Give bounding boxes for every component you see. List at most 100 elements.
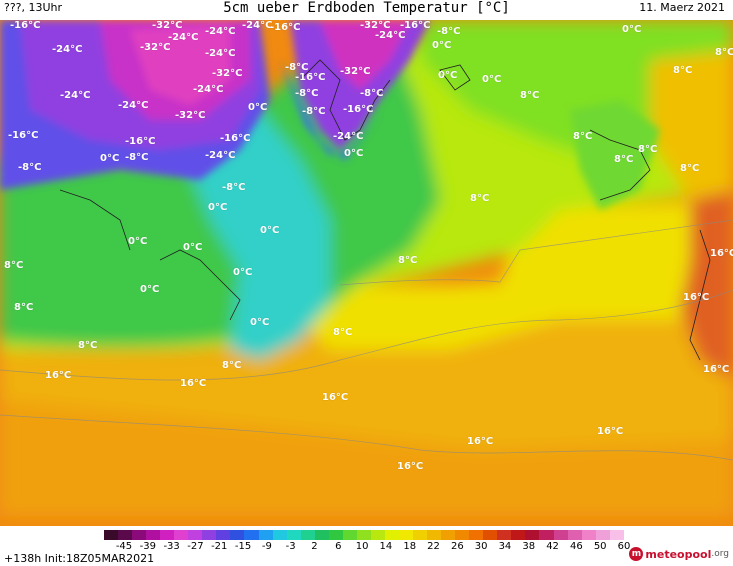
- isotherm-label: 8°C: [222, 360, 242, 371]
- legend-tick: 46: [570, 541, 583, 552]
- legend-swatch: [118, 530, 133, 540]
- isotherm-label: -8°C: [295, 88, 319, 99]
- legend-tick: 60: [617, 541, 631, 552]
- legend-swatch: [230, 530, 245, 540]
- isotherm-label: -16°C: [125, 136, 156, 147]
- isotherm-label: -8°C: [302, 106, 326, 117]
- legend-tick: 18: [403, 541, 417, 552]
- logo-icon: m: [629, 547, 644, 561]
- isotherm-label: 0°C: [140, 284, 160, 295]
- isotherm-label: 16°C: [397, 461, 424, 472]
- isotherm-label: 8°C: [680, 163, 700, 174]
- legend-swatch: [413, 530, 428, 540]
- isotherm-label: -8°C: [222, 182, 246, 193]
- isotherm-label: 0°C: [208, 202, 228, 213]
- isotherm-label: 0°C: [128, 236, 148, 247]
- legend-swatch: [609, 530, 624, 540]
- isotherm-label: -16°C: [343, 104, 374, 115]
- isotherm-label: -32°C: [360, 20, 391, 31]
- isotherm-label: 8°C: [398, 255, 418, 266]
- legend-swatch: [384, 530, 399, 540]
- legend-tick: -9: [261, 541, 272, 552]
- meteopool-logo[interactable]: m meteopool .org: [629, 544, 729, 564]
- isotherm-label: 8°C: [14, 302, 34, 313]
- legend-tick: 2: [311, 541, 318, 552]
- isotherm-label: 16°C: [322, 392, 349, 403]
- isotherm-label: 0°C: [432, 40, 452, 51]
- isotherm-label: 8°C: [78, 340, 98, 351]
- legend-swatch: [525, 530, 540, 540]
- isotherm-label: -24°C: [52, 44, 83, 55]
- isotherm-label: -24°C: [205, 150, 236, 161]
- color-legend-ticks: -45 -39 -33 -27 -21 -15 -9 -3 2 6 10 14 18 22 26 30 34 38…: [104, 541, 644, 553]
- legend-swatch: [160, 530, 175, 540]
- legend-tick: 26: [450, 541, 464, 552]
- isotherm-label: 16°C: [467, 436, 494, 447]
- legend-swatch: [132, 530, 147, 540]
- legend-swatch: [469, 530, 484, 540]
- isotherm-label: 0°C: [438, 70, 458, 81]
- legend-tick: 42: [546, 541, 559, 552]
- legend-swatch: [272, 530, 287, 540]
- isotherm-label: 8°C: [333, 327, 353, 338]
- isotherm-label: 8°C: [673, 65, 693, 76]
- isotherms: [0, 219, 733, 461]
- isotherm-label: -32°C: [152, 20, 183, 31]
- legend-tick: -15: [234, 541, 252, 552]
- isotherm-label: -8°C: [437, 26, 461, 37]
- isotherm-label: -32°C: [175, 110, 206, 121]
- forecast-date: 11. Maerz 2021: [639, 1, 725, 14]
- run-info: +138h Init:18Z05MAR2021: [4, 552, 155, 565]
- isotherm-label: 0°C: [482, 74, 502, 85]
- isotherm-label: 0°C: [183, 242, 203, 253]
- legend-swatch: [286, 530, 301, 540]
- legend-swatch: [314, 530, 329, 540]
- isotherm-label: -24°C: [168, 32, 199, 43]
- isotherm-label: 0°C: [248, 102, 268, 113]
- isotherm-label: -32°C: [212, 68, 243, 79]
- legend-swatch: [328, 530, 343, 540]
- isotherm-label: -8°C: [360, 88, 384, 99]
- legend-swatch: [188, 530, 203, 540]
- legend-swatch: [455, 530, 470, 540]
- color-legend-bar: [104, 530, 624, 540]
- isotherm-label: -24°C: [375, 30, 406, 41]
- legend-tick: 50: [593, 541, 607, 552]
- footer: -45 -39 -33 -27 -21 -15 -9 -3 2 6 10 14 18 22 26 30 34 38…: [0, 526, 733, 566]
- legend-tick: 6: [335, 541, 342, 552]
- isotherm-label: 8°C: [638, 144, 658, 155]
- temperature-field: [0, 20, 733, 526]
- isotherm-label: -16°C: [220, 133, 251, 144]
- isotherm-label: -16°C: [295, 72, 326, 83]
- legend-swatch: [258, 530, 273, 540]
- forecast-time-label: ???, 13Uhr: [4, 1, 63, 14]
- isotherm-label: -24°C: [333, 131, 364, 142]
- legend-swatch: [244, 530, 259, 540]
- isotherm-label: 0°C: [344, 148, 364, 159]
- legend-tick: -3: [285, 541, 296, 552]
- legend-tick: 10: [355, 541, 369, 552]
- legend-swatch: [511, 530, 526, 540]
- legend-tick: -33: [163, 541, 180, 552]
- isotherm-label: 8°C: [520, 90, 540, 101]
- legend-swatch: [581, 530, 596, 540]
- legend-swatch: [104, 530, 119, 540]
- legend-swatch: [497, 530, 512, 540]
- logo-suffix: .org: [711, 549, 729, 559]
- isotherm-label: 0°C: [260, 225, 280, 236]
- legend-tick: -27: [187, 541, 204, 552]
- legend-swatch: [300, 530, 315, 540]
- header: ???, 13Uhr 5cm ueber Erdboden Temperatur…: [0, 0, 733, 20]
- legend-swatch: [595, 530, 610, 540]
- isotherm-label: 8°C: [470, 193, 490, 204]
- legend-swatch: [483, 530, 498, 540]
- isotherm-label: 8°C: [715, 47, 733, 58]
- isotherm-label: 16°C: [45, 370, 72, 381]
- legend-swatch: [553, 530, 568, 540]
- legend-swatch: [216, 530, 231, 540]
- isotherm-label: -24°C: [205, 26, 236, 37]
- legend-swatch: [427, 530, 442, 540]
- isotherm-label: 16°C: [683, 292, 710, 303]
- isotherm-label: -16°C: [270, 22, 301, 33]
- isotherm-label: 0°C: [233, 267, 253, 278]
